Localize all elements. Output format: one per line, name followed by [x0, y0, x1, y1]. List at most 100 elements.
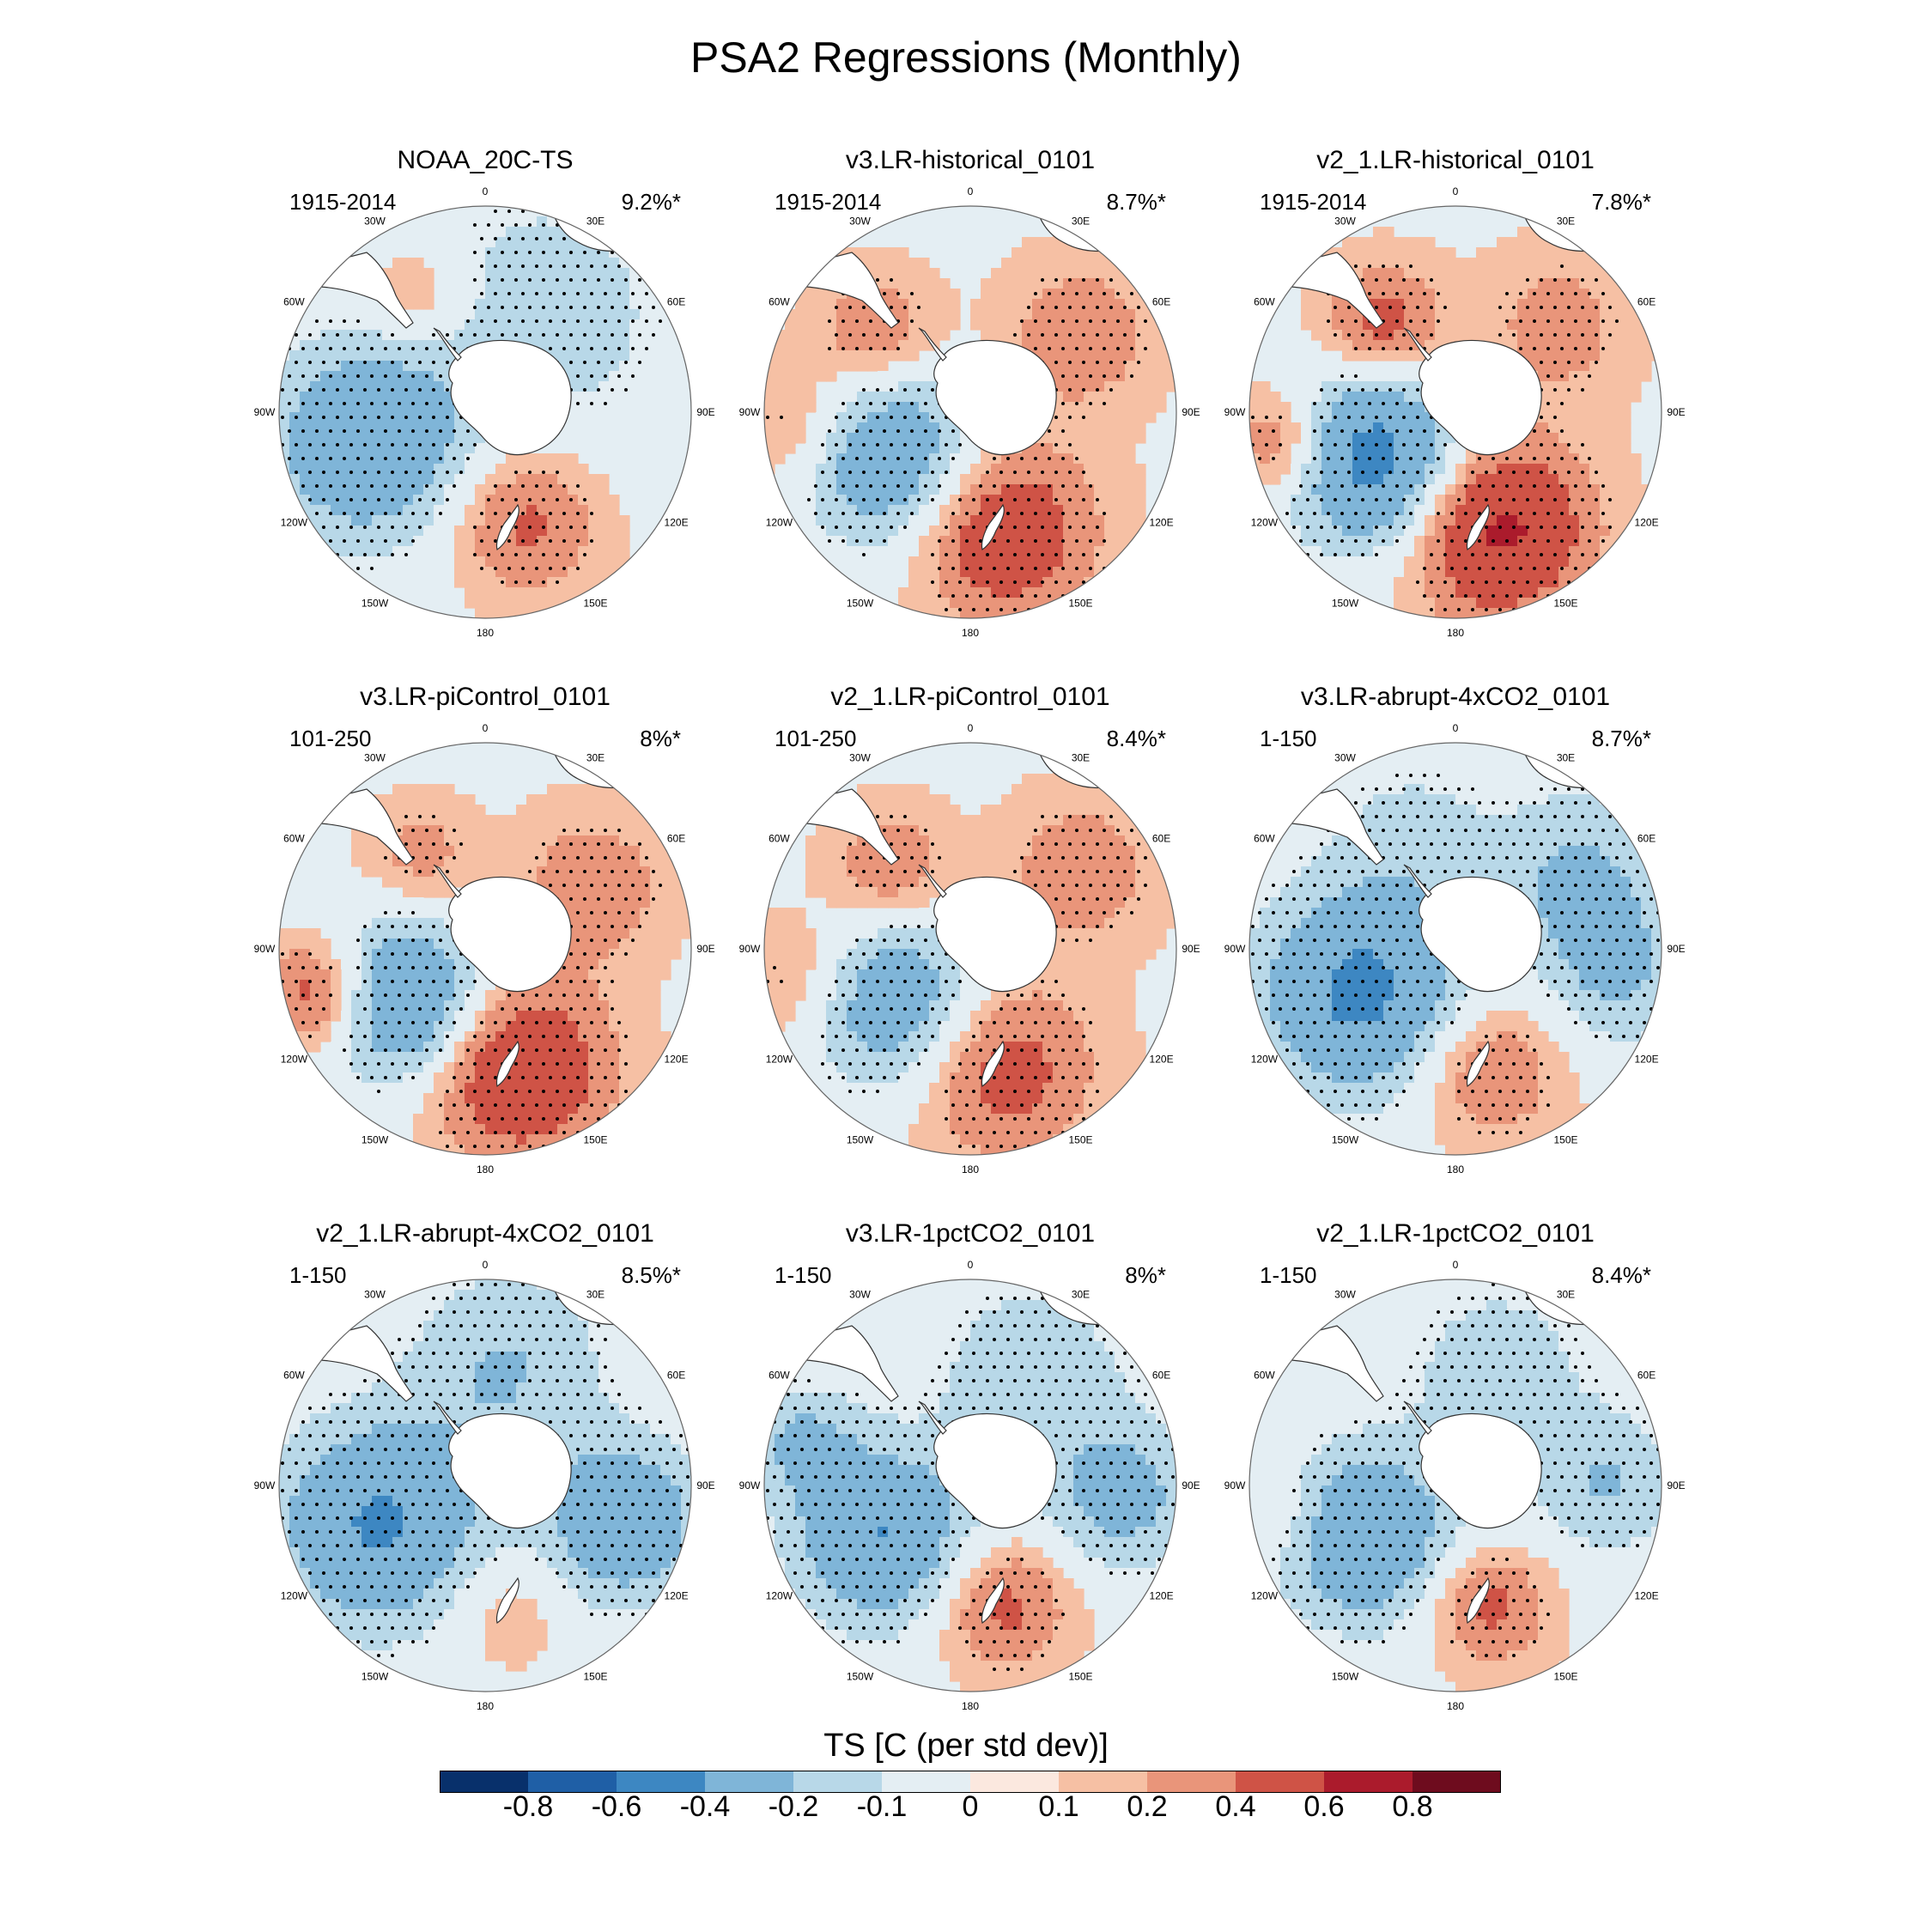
map-panel: v3.LR-abrupt-4xCO2_0101 1-150 8.7%* 0 30E 60E…: [1224, 683, 1687, 1198]
longitude-label: 120E: [1150, 517, 1174, 529]
longitude-label: 60E: [1637, 296, 1656, 308]
longitude-label: 120W: [1251, 1054, 1279, 1066]
field-layer: [1249, 1279, 1662, 1692]
polar-map: 0 30E 60E 90E 120E 150E 180 150W 120W 90W 60W 30W: [1224, 185, 1686, 639]
longitude-label: 60E: [1152, 833, 1170, 845]
longitude-label: 30W: [364, 751, 386, 763]
polar-map: 0 30E 60E 90E 120E 150E 180 150W 120W 90W 60W 30W: [1224, 1259, 1686, 1712]
longitude-label: 30W: [1334, 751, 1356, 763]
longitude-label: 30W: [849, 751, 871, 763]
map-panel: v2_1.LR-abrupt-4xCO2_0101 1-150 8.5%* 0 30E 6…: [253, 1219, 717, 1735]
longitude-label: 150E: [1553, 598, 1577, 610]
panel-period: 101-250: [289, 726, 372, 751]
longitude-label: 60E: [1637, 1370, 1656, 1382]
longitude-label: 180: [962, 1700, 979, 1712]
longitude-label: 120W: [766, 517, 793, 529]
longitude-label: 90E: [1667, 406, 1685, 418]
panel-period: 1-150: [1260, 726, 1317, 751]
panel-period: 101-250: [775, 726, 857, 751]
polar-map: 0 30E 60E 90E 120E 150E 180 150W 120W 90W 60W 30W: [1224, 722, 1686, 1176]
longitude-label: 150W: [847, 1134, 874, 1146]
longitude-label: 30W: [1334, 215, 1356, 227]
longitude-label: 120E: [665, 1054, 689, 1066]
colorbar: [440, 1771, 1501, 1793]
longitude-label: 60W: [283, 833, 305, 845]
colorbar-swatch: [882, 1771, 971, 1793]
longitude-label: 60E: [1637, 833, 1656, 845]
map-panel: v2_1.LR-piControl_0101 101-250 8.4%* 0 30E 60…: [738, 683, 1202, 1198]
colorbar-swatch: [440, 1771, 529, 1793]
field-layer: [1249, 206, 1662, 618]
map-boundary: [763, 205, 1177, 619]
longitude-label: 90W: [739, 406, 761, 418]
longitude-label: 150W: [361, 598, 389, 610]
field-layer: [279, 206, 691, 618]
longitude-label: 0: [968, 185, 974, 197]
map-boundary: [763, 1279, 1177, 1692]
longitude-label: 90W: [739, 943, 761, 955]
longitude-label: 90W: [254, 406, 276, 418]
longitude-label: 150W: [847, 598, 874, 610]
colorbar-tick-label: 0.4: [1215, 1790, 1256, 1823]
colorbar-tick-label: 0: [962, 1790, 979, 1823]
longitude-label: 120W: [281, 1054, 308, 1066]
colorbar-swatch: [1236, 1771, 1325, 1793]
longitude-label: 30E: [1072, 1288, 1090, 1300]
field-layer: [1249, 743, 1662, 1155]
colorbar-tick-label: 0.6: [1303, 1790, 1345, 1823]
longitude-label: 60W: [769, 1370, 790, 1382]
longitude-label: 120E: [665, 1590, 689, 1602]
map-boundary: [763, 742, 1177, 1156]
longitude-label: 90W: [254, 943, 276, 955]
panel-period: 1-150: [1260, 1262, 1317, 1288]
map-boundary: [278, 742, 692, 1156]
longitude-label: 90E: [696, 943, 714, 955]
panel-period: 1915-2014: [289, 189, 397, 215]
colorbar-swatch: [793, 1771, 883, 1793]
polar-map: 0 30E 60E 90E 120E 150E 180 150W 120W 90W 60W 30W: [739, 1259, 1200, 1712]
longitude-label: 60W: [769, 833, 790, 845]
field-layer: [764, 206, 1176, 618]
longitude-label: 150E: [1553, 1671, 1577, 1683]
longitude-label: 120E: [665, 517, 689, 529]
longitude-label: 90E: [1182, 406, 1200, 418]
longitude-label: 180: [962, 627, 979, 639]
longitude-label: 90E: [1667, 1479, 1685, 1492]
longitude-label: 150W: [1332, 1134, 1359, 1146]
longitude-label: 120W: [766, 1054, 793, 1066]
longitude-label: 90E: [1182, 1479, 1200, 1492]
longitude-label: 30E: [1557, 215, 1575, 227]
longitude-label: 120E: [1150, 1054, 1174, 1066]
longitude-label: 120E: [1150, 1590, 1174, 1602]
longitude-label: 0: [968, 722, 974, 734]
longitude-label: 30E: [586, 1288, 605, 1300]
longitude-label: 90W: [1224, 943, 1246, 955]
colorbar-tick-label: 0.8: [1392, 1790, 1433, 1823]
longitude-label: 30E: [1072, 751, 1090, 763]
panel-period: 1-150: [775, 1262, 832, 1288]
longitude-label: 180: [1447, 1700, 1464, 1712]
longitude-label: 150E: [1068, 1671, 1092, 1683]
colorbar-swatch: [705, 1771, 794, 1793]
longitude-label: 150E: [1068, 1134, 1092, 1146]
longitude-label: 120E: [1635, 517, 1659, 529]
colorbar-swatch: [1147, 1771, 1236, 1793]
panel-variance: 8.7%*: [1106, 189, 1166, 215]
longitude-label: 180: [962, 1163, 979, 1176]
map-panel: NOAA_20C-TS 1915-2014 9.2%* 0 30E 60E 90E 120E 1…: [253, 146, 717, 661]
field-layer: [764, 1279, 1176, 1692]
longitude-label: 150E: [583, 1671, 607, 1683]
longitude-label: 120W: [1251, 1590, 1279, 1602]
longitude-label: 30W: [849, 215, 871, 227]
longitude-label: 0: [968, 1259, 974, 1271]
panel-variance: 8.4%*: [1591, 1262, 1651, 1288]
colorbar-swatch: [970, 1771, 1060, 1793]
map-boundary: [1249, 742, 1662, 1156]
field-layer: [279, 1279, 691, 1692]
panel-variance: 8.5%*: [621, 1262, 681, 1288]
colorbar-swatch: [617, 1771, 706, 1793]
colorbar-title: TS [C (per std dev)]: [823, 1728, 1109, 1764]
longitude-label: 30E: [586, 215, 605, 227]
colorbar-swatch: [1059, 1771, 1148, 1793]
longitude-label: 0: [483, 722, 489, 734]
